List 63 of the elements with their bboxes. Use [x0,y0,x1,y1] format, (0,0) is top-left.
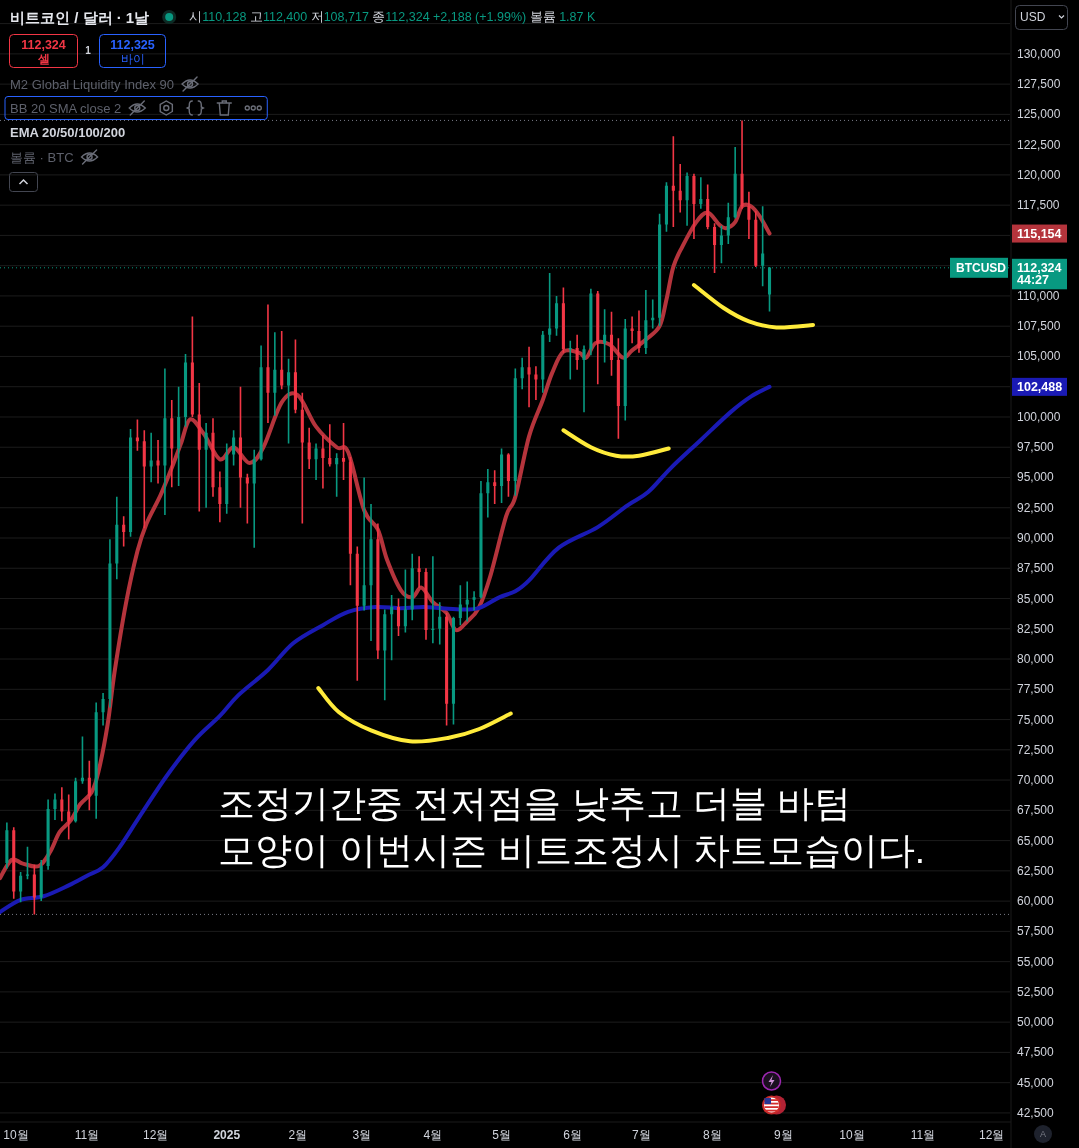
y-tick-label: 67,500 [1017,803,1054,818]
annotation: A [1040,1129,1046,1139]
y-tick-label: 47,500 [1017,1045,1054,1060]
title: 비트코인 / 달러 · 1날 [10,8,150,26]
y-tick-label: 125,000 [1017,107,1061,122]
x-tick-label: 9월 [773,1128,793,1142]
subtitle: 시110,128 고112,400 저108,717 종112,324 +2,188 (+1.99%) 볼륨 1.87 K [189,10,596,24]
x-tick-label: 4월 [423,1128,443,1142]
annotation: 바이 [120,53,145,65]
y-tick-label: 92,500 [1017,500,1054,515]
y-tick-label: 45,000 [1017,1075,1054,1090]
y-tick-label: 80,000 [1017,652,1054,667]
y-tick-label: 110,000 [1017,288,1060,303]
annotation: EMA 20/50/100/200 [10,124,126,140]
x-tick-label: 6월 [563,1128,582,1142]
y-tick-label: 42,500 [1017,1105,1054,1120]
x-tick-label: 2월 [288,1128,308,1142]
y-tick-label: 107,500 [1017,319,1061,334]
annotation: M2 Global Liquidity Index 90 [10,76,175,92]
x-tick-label: 7월 [631,1128,651,1142]
ref-line-label: BTCUSD [956,260,1007,275]
y-tick-label: 95,000 [1017,470,1054,485]
y-tick-label: 82,500 [1017,621,1054,636]
y-tick-label: 70,000 [1017,773,1054,788]
x-tick-label: 10월 [3,1128,29,1142]
y-tick-label: 75,000 [1017,712,1054,727]
y-tick-label: 120,000 [1017,167,1061,182]
y-tick-label: 130,000 [1017,46,1061,61]
x-tick-label: 11월 [910,1128,936,1142]
y-tick-label: 62,500 [1017,863,1054,878]
y-tick-label: 87,500 [1017,561,1054,576]
y-tick-label: 85,000 [1017,591,1054,606]
annotation: USD [1020,10,1046,24]
y-tick-label: 77,500 [1017,682,1054,697]
annotation: 볼륨 · BTC [10,149,74,165]
y-tick-label: 90,000 [1017,531,1054,545]
y-tick-label: 72,500 [1017,742,1054,757]
y-tick-label: 127,500 [1017,77,1061,92]
annotation: 1 [85,44,91,56]
x-tick-label: 3월 [352,1128,372,1142]
annotation: 조정기간중 전저점을 낮추고 더블 바텀 모양이 이번시즌 비트조정시 차트모습이다. [218,782,926,871]
y-tick-label: 55,000 [1017,954,1054,969]
x-tick-label: 2025 [213,1128,241,1142]
annotation: BB 20 SMA close 2 [10,100,122,116]
y-tick-label: 52,500 [1017,984,1054,999]
y-tick-label: 97,500 [1017,440,1054,455]
y-tick-label: 60,000 [1017,894,1054,909]
x-tick-label: 11월 [74,1128,100,1142]
y-tick-label: 117,500 [1017,198,1060,213]
x-tick-label: 10월 [839,1128,865,1142]
y-tick-label: 100,000 [1017,409,1061,424]
y-tick-label: 50,000 [1017,1015,1054,1030]
x-tick-label: 5월 [492,1128,511,1142]
annotation: 112,324 [21,38,66,52]
x-tick-label: 12월 [143,1128,169,1142]
y-tick-label: 57,500 [1017,924,1054,939]
annotation: 셀 [37,53,50,65]
y-tick-label: 122,500 [1017,137,1061,152]
y-tick-label: 105,000 [1017,349,1061,364]
x-tick-label: 8월 [702,1128,722,1142]
y-tick-label: 65,000 [1017,833,1054,848]
x-tick-label: 12월 [979,1128,1005,1142]
annotation: 112,325 [110,38,155,52]
